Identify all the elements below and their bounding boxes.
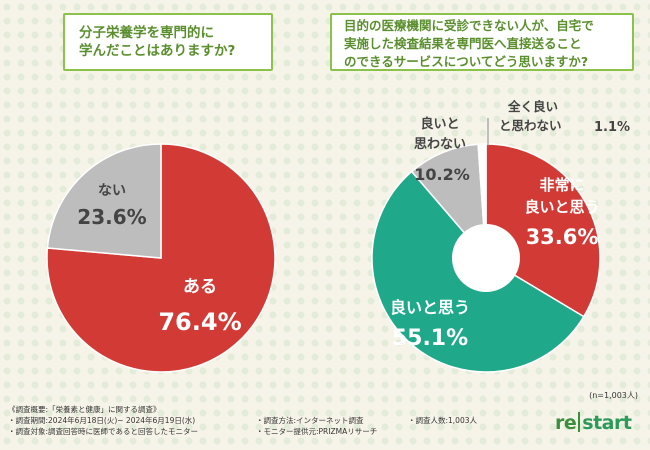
slice-value-very-good: 33.6% (526, 225, 599, 249)
logo-part-re: re (555, 412, 577, 434)
footer-period: ・調査期間:2024年6月18日(火)~ 2024年6月19日(水) (8, 416, 196, 425)
question-2-line-1: 目的の医療機関に受診できない人が、自宅で (344, 18, 594, 33)
question-1-line-2: 学んだことはありますか? (79, 43, 236, 59)
pie-chart-1-labels: ない 23.6% ある 76.4% (77, 183, 241, 336)
footer-count: ・調査人数:1,003人 (408, 416, 477, 425)
restart-logo: re start (555, 412, 632, 438)
pie1-slice-1 (46, 143, 162, 259)
slice-label-not-at-all-1: 全く良い (507, 99, 558, 114)
slice-label-very-good-1: 非常に (539, 176, 584, 194)
question-box-2: 目的の医療機関に受診できない人が、自宅で 実施した検査結果を専門医へ直接送ること… (330, 13, 634, 71)
slice-label-good: 良いと思う (390, 298, 470, 317)
logo-divider (578, 412, 581, 432)
slice-value-not-good: 10.2% (414, 165, 470, 184)
footer-target: ・調査対象:調査回答時に医師であると回答したモニター (8, 427, 198, 436)
slice-value-aru: 76.4% (158, 308, 241, 336)
footer-method: ・調査方法:インターネット調査 (256, 416, 364, 425)
question-1-line-1: 分子栄養学を専門的に (79, 25, 214, 41)
sample-size: (n=1,003人) (589, 391, 638, 400)
slice-label-not-good-2: 思わない (414, 137, 466, 152)
pie1-slice-0 (46, 143, 276, 373)
footer-provider: ・モニター提供元:PRIZMAリサーチ (256, 427, 378, 436)
question-box-1: 分子栄養学を専門的に 学んだことはありますか? (63, 13, 273, 71)
pie-chart-1 (46, 143, 276, 373)
slice-value-good: 55.1% (392, 326, 468, 351)
footer-overview: 《調査概要:「栄養素と健康」に関する調査》 (8, 405, 161, 414)
slice-label-not-good-1: 良いと (420, 116, 459, 132)
slice-label-very-good-2: 良いと思う (524, 198, 599, 216)
question-2-line-2: 実施した検査結果を専門医へ直接送ること (344, 36, 582, 51)
logo-part-start: start (582, 412, 632, 434)
pie-chart-2 (371, 143, 601, 373)
slice-label-aru: ある (183, 277, 217, 297)
pie2-center-hole (452, 224, 520, 292)
slice-value-nai: 23.6% (77, 205, 146, 229)
slice-value-not-at-all: 1.1% (594, 120, 630, 135)
slice-label-not-at-all-2: と思わない (499, 118, 562, 133)
question-2-line-3: のできるサービスについてどう思いますか? (344, 54, 589, 69)
pie-chart-2-labels: 非常に 良いと思う 33.6% 良いと思う 55.1% 良いと 思わない 10.… (390, 99, 630, 351)
slice-label-nai: ない (98, 183, 126, 199)
